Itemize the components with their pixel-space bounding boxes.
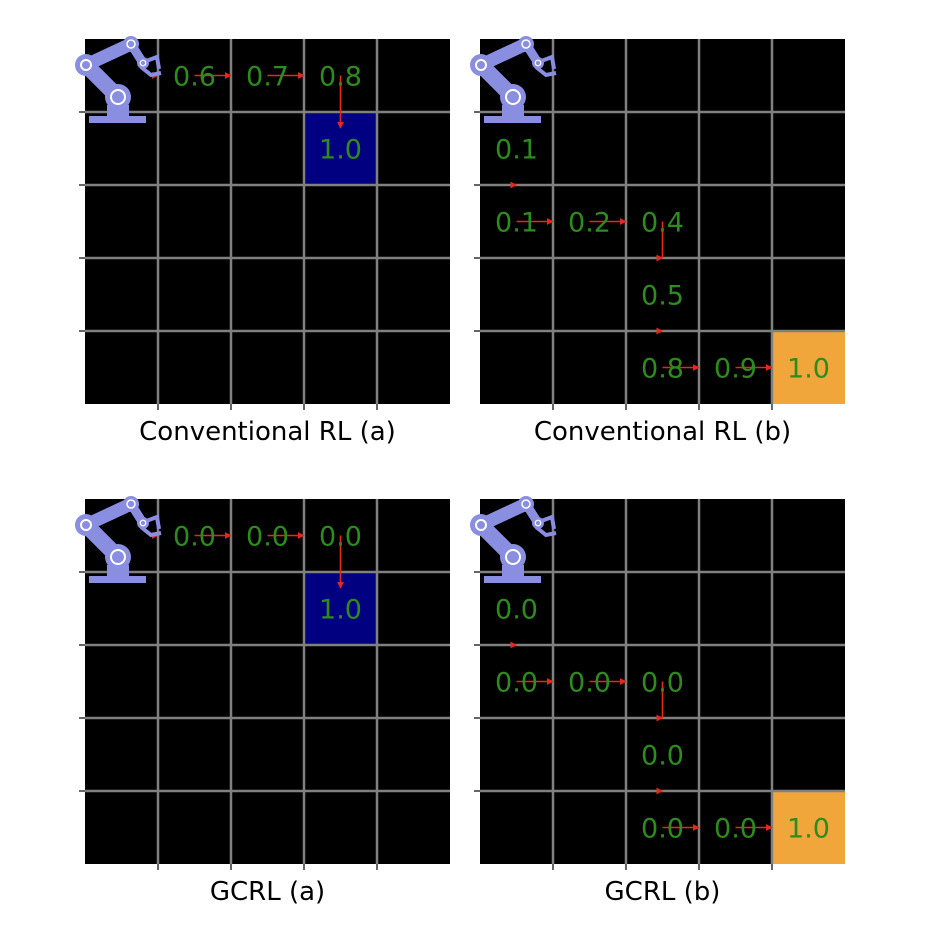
- robot-arm-icon: [470, 36, 557, 123]
- cell-value: 0.0: [319, 522, 362, 553]
- grid-panel: 0.0 0.0 0.0 1.0 GCRL (a): [75, 496, 450, 907]
- grid-panel: 0.0 0.0 0.0 0.0 0.0 0.0 0.0 1.0 GCRL (b): [470, 496, 845, 907]
- panel-caption: GCRL (b): [605, 877, 721, 907]
- cell-value: 0.0: [641, 741, 684, 772]
- panel-caption: Conventional RL (a): [139, 417, 396, 447]
- cell-value: 0.1: [495, 135, 538, 166]
- robot-arm-icon: [470, 496, 557, 583]
- cell-value: 0.0: [714, 814, 757, 845]
- cell-value: 0.0: [641, 814, 684, 845]
- goal-value: 1.0: [319, 595, 362, 626]
- grid-background: [85, 499, 450, 864]
- grid-background: [85, 39, 450, 404]
- robot-arm-icon: [75, 36, 162, 123]
- goal-value: 1.0: [319, 135, 362, 166]
- cell-value: 0.7: [246, 62, 289, 93]
- cell-value: 0.0: [173, 522, 216, 553]
- cell-value: 0.0: [246, 522, 289, 553]
- panel-caption: GCRL (a): [210, 877, 325, 907]
- cell-value: 0.0: [568, 668, 611, 699]
- cell-value: 0.8: [319, 62, 362, 93]
- panel-caption: Conventional RL (b): [534, 417, 791, 447]
- cell-value: 0.2: [568, 208, 611, 239]
- cell-value: 0.0: [641, 668, 684, 699]
- cell-value: 0.9: [714, 354, 757, 385]
- goal-cell: [772, 331, 845, 404]
- cell-value: 0.0: [495, 595, 538, 626]
- grid-panel: 0.1 0.1 0.2 0.4 0.5 0.8 0.9 1.0 Conventional RL …: [470, 36, 845, 447]
- robot-arm-icon: [75, 496, 162, 583]
- cell-value: 0.6: [173, 62, 216, 93]
- cell-value: 0.1: [495, 208, 538, 239]
- grid-panel: 0.6 0.7 0.8 1.0 Conventional RL (a): [75, 36, 450, 447]
- cell-value: 0.5: [641, 281, 684, 312]
- goal-value: 1.0: [787, 354, 830, 385]
- cell-value: 0.4: [641, 208, 684, 239]
- cell-value: 0.8: [641, 354, 684, 385]
- goal-cell: [772, 791, 845, 864]
- goal-value: 1.0: [787, 814, 830, 845]
- cell-value: 0.0: [495, 668, 538, 699]
